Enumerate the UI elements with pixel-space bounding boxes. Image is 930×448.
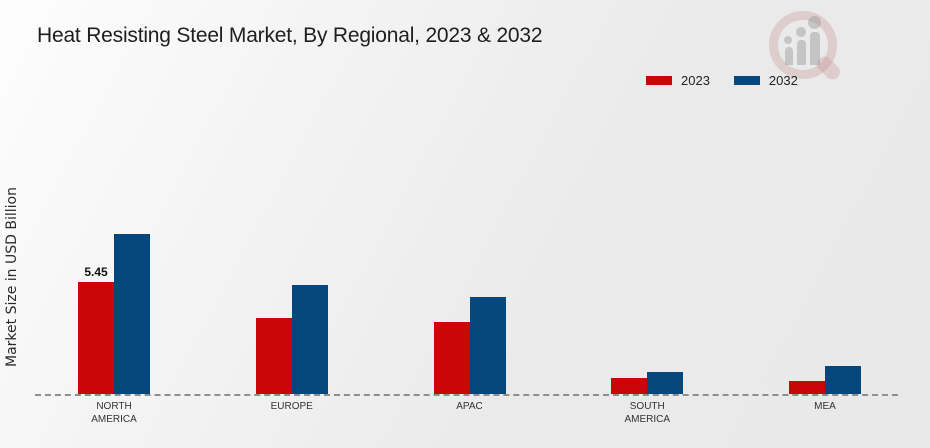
mrfr-logo-watermark (763, 5, 867, 83)
logo-bar-icon (785, 47, 793, 65)
magnifier-ring-icon (769, 11, 837, 79)
bar-2023-apac (433, 322, 470, 394)
logo-dot-icon (808, 16, 821, 29)
bar-2023-europe (255, 318, 292, 394)
logo-dot-icon (796, 27, 806, 37)
y-axis-label: Market Size in USD Billion (4, 187, 20, 367)
bar-2032-mea (825, 366, 861, 394)
chart-title: Heat Resisting Steel Market, By Regional… (37, 24, 543, 47)
category-label-mea: MEA (814, 401, 836, 412)
bar-2032-europe (291, 285, 328, 394)
bar-2032-south-america (647, 372, 684, 394)
category-label-europe: EUROPE (270, 401, 313, 412)
bar-2023-mea (789, 380, 825, 394)
legend-item-2032: 2032 (733, 73, 798, 88)
bar-2023-south-america (611, 377, 648, 394)
logo-bar-icon (810, 32, 820, 65)
legend-label: 2023 (681, 73, 710, 88)
logo-dot-icon (784, 36, 792, 44)
legend-swatch-icon (733, 76, 760, 85)
x-axis-baseline (35, 394, 898, 396)
bar-2023-north-america (78, 282, 114, 394)
category-label-south-america: SOUTH AMERICA (624, 401, 671, 425)
bar-2032-north-america (114, 233, 150, 394)
legend-item-2023: 2023 (646, 73, 710, 88)
bar-2032-apac (469, 297, 506, 394)
legend-swatch-icon (646, 76, 672, 85)
category-label-apac: APAC (456, 401, 483, 412)
category-label-north-america: NORTH AMERICA (91, 401, 137, 425)
logo-bar-icon (797, 40, 806, 65)
bar-value-label: 5.45 (84, 265, 108, 279)
legend: 2023 2032 (646, 73, 798, 88)
legend-label: 2032 (768, 73, 798, 88)
